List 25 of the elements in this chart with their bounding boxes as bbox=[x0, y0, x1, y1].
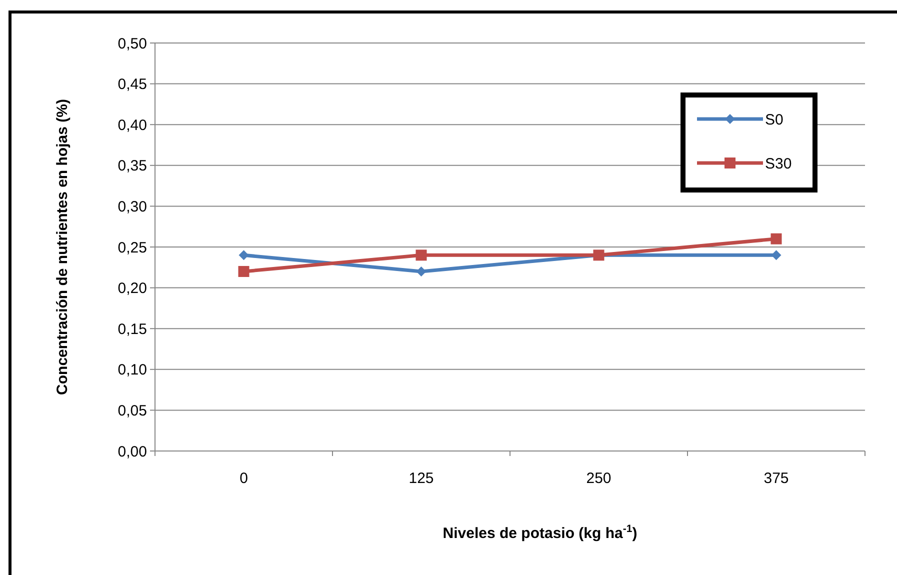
x-tick-label: 125 bbox=[408, 470, 434, 487]
x-tick-label: 0 bbox=[240, 470, 248, 487]
point bbox=[770, 233, 782, 244]
x-axis-title: Niveles de potasio (kg ha$^{-1}$) bbox=[442, 523, 638, 542]
point bbox=[238, 266, 250, 277]
y-tick-label: 0,10 bbox=[118, 362, 147, 379]
y-tick-label: 0,15 bbox=[118, 320, 147, 338]
y-tick-label: 0,50 bbox=[118, 35, 147, 52]
y-tick-label: 0,40 bbox=[118, 116, 147, 134]
y-tick-label: 0,30 bbox=[118, 198, 147, 216]
y-tick-label: 0,05 bbox=[118, 402, 147, 420]
y-tick-label: 0,35 bbox=[118, 158, 147, 175]
x-tick-label: 375 bbox=[764, 470, 789, 487]
point bbox=[238, 250, 249, 260]
y-tick-label: 0,20 bbox=[118, 280, 147, 298]
point bbox=[771, 250, 782, 260]
point bbox=[416, 250, 427, 261]
y-tick-label: 0,45 bbox=[118, 76, 147, 94]
legend-label: S0 bbox=[765, 111, 784, 128]
point bbox=[416, 266, 426, 276]
legend-label: S30 bbox=[765, 155, 792, 172]
y-axis-title: Concentración de nutrientes en hojas (%) bbox=[54, 99, 71, 395]
y-tick-label: 0,25 bbox=[118, 239, 147, 256]
x-tick-label: 250 bbox=[586, 470, 612, 487]
y-tick-label: 0,00 bbox=[118, 443, 147, 460]
